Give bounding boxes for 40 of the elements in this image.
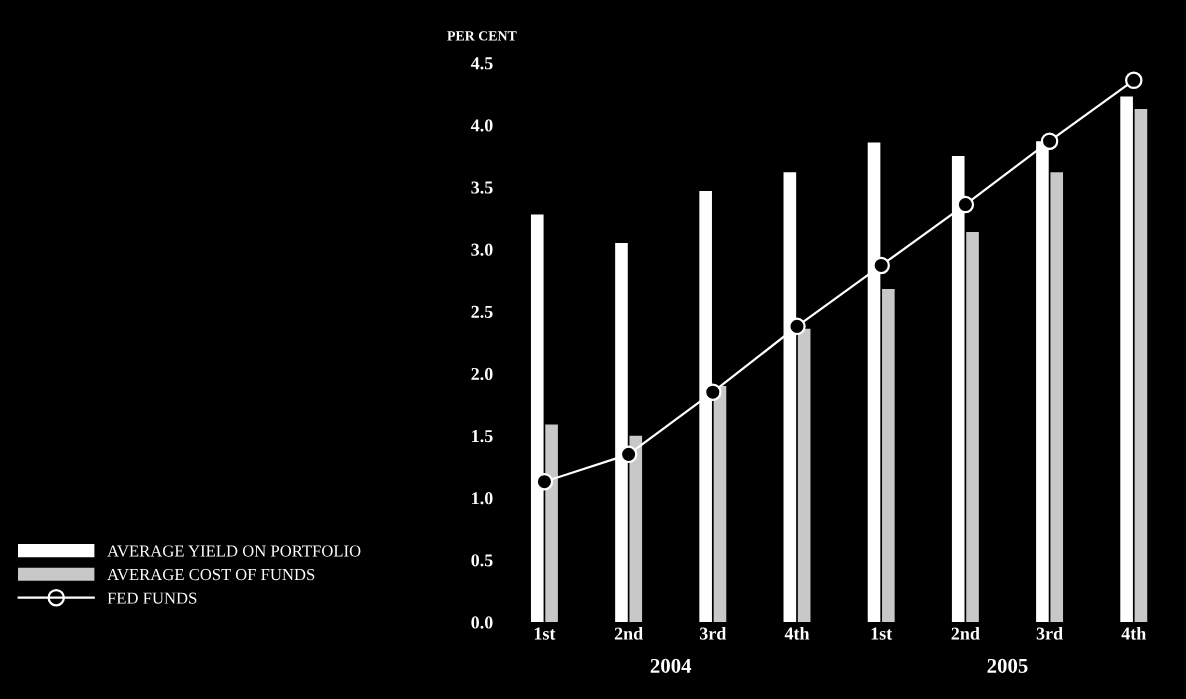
y-tick-label: 1.0 [472,492,493,505]
bar [1134,108,1148,623]
bar [797,328,811,623]
x-tick-label: 2nd [951,626,980,640]
x-tick-label: 1st [534,627,556,640]
point [956,195,975,214]
y-tick-label: 2.0 [471,367,493,381]
bar [966,231,979,623]
y-tick-label: 3.0 [471,243,493,256]
y-tick-label: 3.5 [471,181,493,194]
legend-label: FED FUNDS [107,592,197,604]
x-tick-label: 4th [1121,626,1147,640]
text: 2005 [987,658,1028,673]
x-tick-label: 3rd [1036,626,1063,640]
legend-label: AVERAGE YIELD ON PORTFOLIO [107,545,361,557]
y-tick-label: 4.5 [470,57,493,70]
x-tick-label: 1st [871,627,893,640]
legend-label: AVERAGE COST OF FUNDS [107,568,315,581]
point [872,256,890,275]
bar [882,289,895,623]
x-tick-label: 4th [784,626,810,640]
y-tick-label: 2.5 [471,305,493,318]
bar [713,386,727,623]
point [1125,71,1143,90]
point [704,383,722,401]
point [1040,132,1059,150]
y-tick-label: 1.5 [472,430,493,443]
y-axis-title: PER CENT [447,31,517,41]
text: 2004 [650,658,692,673]
y-tick-label: 0.5 [471,554,493,567]
point [788,317,806,336]
bar [1120,96,1133,623]
y-tick-label: 4.0 [470,119,493,132]
y-tick-label: 0.0 [471,616,493,629]
x-tick-label: 3rd [699,626,727,640]
point [535,472,554,491]
bar [629,435,643,623]
bar [545,424,558,623]
bar [1050,172,1064,623]
x-tick-label: 2nd [614,626,643,640]
